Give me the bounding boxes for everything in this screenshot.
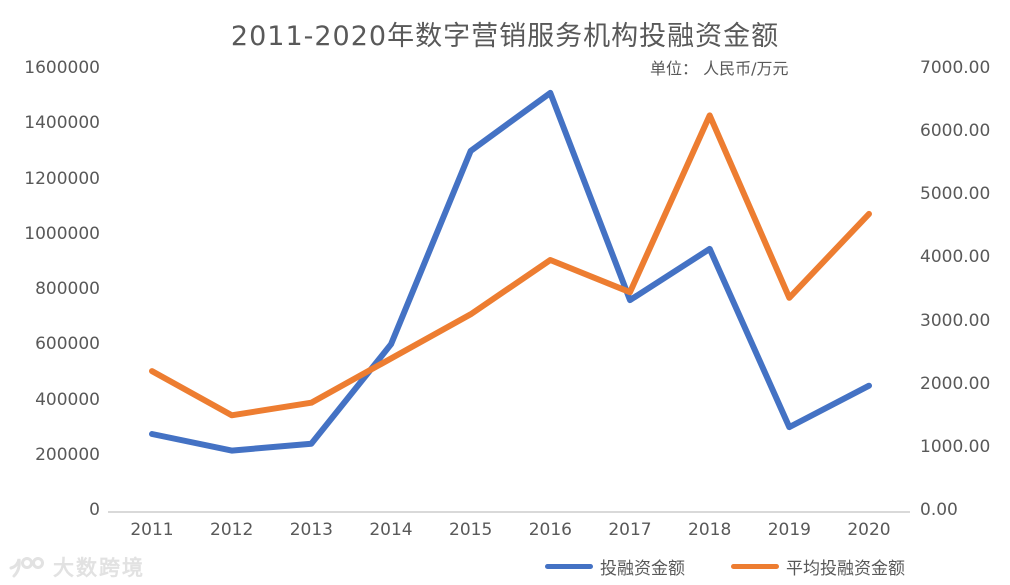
left-axis-tick: 400000 xyxy=(35,389,100,410)
left-axis-tick: 1000000 xyxy=(24,223,100,244)
legend-label-series1: 投融资金额 xyxy=(600,559,685,579)
watermark-text: 大数跨境 xyxy=(53,556,145,580)
x-axis-tick: 2013 xyxy=(289,520,333,540)
chart-title: 2011-2020年数字营销服务机构投融资金额 xyxy=(230,21,780,52)
x-axis-tick: 2018 xyxy=(688,520,732,540)
left-axis-tick: 200000 xyxy=(35,444,100,465)
x-axis-tick: 2017 xyxy=(608,520,652,540)
left-axis-tick: 0 xyxy=(89,500,100,520)
right-axis-ticks: 7000.00 6000.00 5000.00 4000.00 3000.00 2000.… xyxy=(920,0,1010,585)
x-axis-tick: 2011 xyxy=(130,520,174,540)
watermark: 大数跨境 xyxy=(8,552,145,582)
x-axis-tick: 2016 xyxy=(528,520,572,540)
legend-line-blue-icon xyxy=(545,564,593,569)
right-axis-tick: 3000.00 xyxy=(920,310,991,331)
series-line-orange xyxy=(149,112,872,419)
legend: 投融资金额 平均投融资金额 xyxy=(545,554,905,579)
x-axis-tick: 2012 xyxy=(210,520,254,540)
right-axis-tick: 5000.00 xyxy=(920,184,991,205)
legend-label-series2: 平均投融资金额 xyxy=(786,559,905,579)
right-axis-tick: 6000.00 xyxy=(920,121,991,142)
left-axis-tick: 800000 xyxy=(35,279,100,299)
series-line-blue xyxy=(149,89,872,454)
right-axis-tick: 7000.00 xyxy=(920,58,991,78)
right-axis-tick: 0.00 xyxy=(920,500,958,520)
legend-entry-series2: 平均投融资金额 xyxy=(731,554,905,579)
left-axis-tick: 1200000 xyxy=(24,168,100,189)
right-axis-tick: 4000.00 xyxy=(920,247,991,268)
x-axis-tick: 2019 xyxy=(767,520,811,540)
left-axis-tick: 600000 xyxy=(35,334,100,355)
unit-label: 单位： 人民币/万元 xyxy=(650,59,789,78)
x-axis-tick: 2020 xyxy=(847,520,891,540)
right-axis-tick: 2000.00 xyxy=(920,373,991,394)
left-axis-tick: 1600000 xyxy=(24,58,100,78)
right-axis-tick: 1000.00 xyxy=(920,436,991,457)
legend-line-orange-icon xyxy=(731,564,779,569)
legend-entry-series1: 投融资金额 xyxy=(545,554,685,579)
x-axis-tick: 2015 xyxy=(449,520,493,540)
left-axis-ticks: 1600000 1400000 1200000 1000000 800000 600000… xyxy=(8,0,100,585)
watermark-logo-icon xyxy=(9,557,44,578)
left-axis-tick: 1400000 xyxy=(24,113,100,134)
x-axis-tick: 2014 xyxy=(369,520,413,540)
